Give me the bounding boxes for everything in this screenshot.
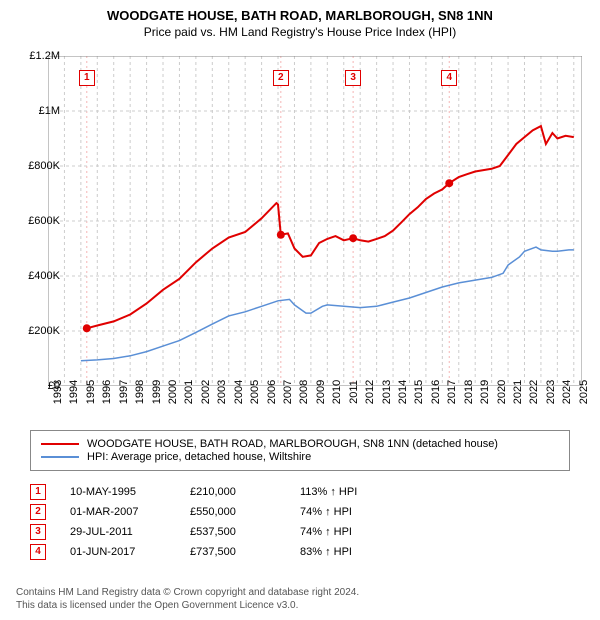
footer-text: Contains HM Land Registry data © Crown c… [16,586,359,612]
x-tick-label: 2007 [282,380,294,404]
legend-label: HPI: Average price, detached house, Wilt… [87,451,311,463]
x-tick-label: 2017 [446,380,458,404]
transaction-marker: 4 [30,544,46,560]
transaction-pct: 83% ↑ HPI [300,546,420,558]
chart-title: WOODGATE HOUSE, BATH ROAD, MARLBOROUGH, … [0,0,600,23]
x-tick-label: 1993 [52,380,64,404]
transaction-row: 1 10-MAY-1995£210,000113% ↑ HPI [30,484,570,500]
x-tick-label: 2015 [413,380,425,404]
transaction-price: £550,000 [190,506,300,518]
legend-swatch [41,443,79,445]
y-tick-label: £200K [28,325,60,337]
x-tick-label: 1995 [85,380,97,404]
x-tick-label: 2024 [561,380,573,404]
x-tick-label: 2011 [348,380,360,404]
x-tick-label: 1994 [68,380,80,404]
x-tick-label: 2013 [381,380,393,404]
x-tick-label: 2003 [216,380,228,404]
transaction-marker: 3 [30,524,46,540]
transaction-marker: 2 [30,504,46,520]
x-tick-label: 2025 [578,380,590,404]
transaction-date: 10-MAY-1995 [70,486,190,498]
x-tick-label: 2014 [397,380,409,404]
legend-label: WOODGATE HOUSE, BATH ROAD, MARLBOROUGH, … [87,438,498,450]
x-tick-label: 2002 [200,380,212,404]
legend: WOODGATE HOUSE, BATH ROAD, MARLBOROUGH, … [30,430,570,471]
x-tick-label: 2004 [233,380,245,404]
transaction-date: 01-JUN-2017 [70,546,190,558]
transaction-pct: 74% ↑ HPI [300,526,420,538]
x-tick-label: 2020 [496,380,508,404]
footer-line-1: Contains HM Land Registry data © Crown c… [16,586,359,599]
y-tick-label: £600K [28,215,60,227]
transaction-price: £210,000 [190,486,300,498]
transaction-date: 01-MAR-2007 [70,506,190,518]
transaction-price: £737,500 [190,546,300,558]
x-tick-label: 2005 [249,380,261,404]
transaction-marker: 1 [30,484,46,500]
x-tick-label: 2023 [545,380,557,404]
transaction-row: 3 29-JUL-2011£537,50074% ↑ HPI [30,524,570,540]
chart-area [48,56,582,386]
legend-row: WOODGATE HOUSE, BATH ROAD, MARLBOROUGH, … [41,438,559,450]
x-tick-label: 2022 [528,380,540,404]
chart-container: WOODGATE HOUSE, BATH ROAD, MARLBOROUGH, … [0,0,600,620]
x-tick-label: 2009 [315,380,327,404]
chart-subtitle: Price paid vs. HM Land Registry's House … [0,23,600,45]
chart-marker-1: 1 [79,70,95,86]
transaction-pct: 113% ↑ HPI [300,486,420,498]
x-tick-label: 2018 [463,380,475,404]
x-tick-label: 1999 [151,380,163,404]
x-tick-label: 2010 [331,380,343,404]
x-tick-label: 2008 [298,380,310,404]
x-tick-label: 2000 [167,380,179,404]
y-tick-label: £800K [28,160,60,172]
plot-svg [48,56,582,386]
transaction-pct: 74% ↑ HPI [300,506,420,518]
x-tick-label: 1996 [101,380,113,404]
y-tick-label: £400K [28,270,60,282]
transaction-row: 2 01-MAR-2007£550,00074% ↑ HPI [30,504,570,520]
chart-marker-2: 2 [273,70,289,86]
chart-marker-4: 4 [441,70,457,86]
y-tick-label: £1M [39,105,60,117]
footer-line-2: This data is licensed under the Open Gov… [16,599,359,612]
x-tick-label: 2019 [479,380,491,404]
x-tick-label: 2001 [183,380,195,404]
x-tick-label: 2016 [430,380,442,404]
transaction-price: £537,500 [190,526,300,538]
chart-marker-3: 3 [345,70,361,86]
legend-swatch [41,456,79,458]
x-tick-label: 2021 [512,380,524,404]
x-tick-label: 1998 [134,380,146,404]
x-tick-label: 2006 [266,380,278,404]
x-tick-label: 1997 [118,380,130,404]
y-tick-label: £1.2M [29,50,60,62]
x-tick-label: 2012 [364,380,376,404]
transaction-row: 4 01-JUN-2017£737,50083% ↑ HPI [30,544,570,560]
legend-row: HPI: Average price, detached house, Wilt… [41,451,559,463]
transactions-table: 1 10-MAY-1995£210,000113% ↑ HPI 2 01-MAR-20… [30,480,570,564]
transaction-date: 29-JUL-2011 [70,526,190,538]
